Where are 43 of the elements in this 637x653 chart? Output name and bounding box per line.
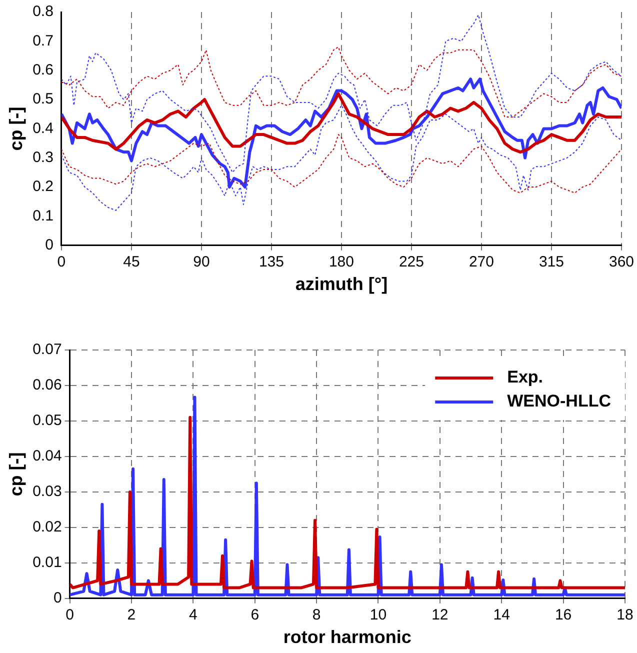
y-tick-label: 0.7	[32, 32, 54, 50]
y-axis-title: cp [-]	[6, 452, 26, 496]
y-tick-label: 0.02	[32, 518, 62, 536]
y-tick-label: 0.1	[32, 207, 54, 224]
x-tick-label: 16	[554, 606, 572, 624]
x-tick-label: 135	[258, 254, 284, 271]
x-tick-label: 14	[493, 606, 510, 624]
x-tick-label: 6	[250, 606, 260, 624]
x-axis-title: rotor harmonic	[283, 627, 412, 648]
x-tick-label: 90	[193, 254, 210, 271]
y-tick-label: 0.06	[32, 376, 62, 394]
x-tick-label: 18	[616, 606, 634, 624]
y-tick-label: 0.8	[32, 3, 54, 20]
y-tick-label: 0.07	[32, 341, 62, 358]
y-tick-label: 0.04	[32, 448, 62, 465]
x-axis-title: azimuth [°]	[295, 274, 388, 294]
y-tick-label: 0.4	[32, 120, 54, 137]
y-tick-label: 0	[53, 590, 62, 607]
y-axis-title: cp [-]	[6, 106, 26, 151]
x-tick-label: 12	[432, 606, 448, 624]
x-tick-label: 360	[608, 254, 634, 271]
y-tick-label: 0.6	[32, 61, 54, 78]
y-tick-label: 0	[45, 236, 54, 254]
x-tick-label: 10	[370, 606, 387, 624]
y-tick-label: 0.5	[32, 90, 54, 108]
x-tick-label: 8	[312, 606, 321, 624]
line-series	[61, 134, 622, 194]
x-tick-label: 45	[123, 254, 140, 271]
line-series	[61, 46, 622, 118]
y-tick-label: 0.03	[32, 483, 62, 500]
x-tick-label: 315	[538, 254, 564, 271]
y-tick-label: 0.05	[32, 412, 62, 430]
y-tick-label: 0.3	[32, 149, 54, 166]
x-tick-label: 0	[66, 606, 74, 624]
x-tick-label: 180	[328, 254, 354, 271]
x-tick-label: 2	[127, 606, 136, 624]
x-tick-label: 270	[468, 254, 494, 271]
legend-label: Exp.	[507, 368, 544, 387]
x-tick-label: 4	[189, 606, 198, 624]
y-tick-label: 0.01	[32, 554, 62, 572]
y-tick-label: 0.2	[32, 178, 54, 196]
x-tick-label: 225	[398, 254, 424, 271]
legend-label: WENO-HLLC	[507, 392, 612, 411]
